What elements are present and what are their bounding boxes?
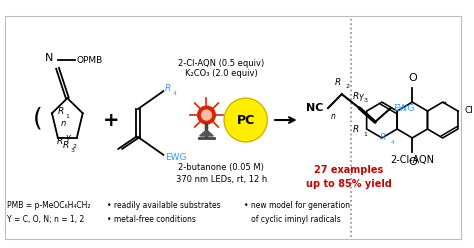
Text: O: O	[408, 73, 417, 83]
Text: • new model for generation: • new model for generation	[244, 201, 350, 210]
Text: EWG: EWG	[392, 104, 414, 113]
Text: 2-butanone (0.05 M): 2-butanone (0.05 M)	[178, 163, 264, 172]
Text: R: R	[164, 84, 171, 93]
Text: R: R	[380, 133, 386, 142]
Text: R: R	[58, 107, 64, 116]
Circle shape	[224, 98, 267, 142]
Text: n: n	[61, 120, 66, 128]
Text: 2-Cl-AQN: 2-Cl-AQN	[390, 155, 434, 165]
Text: R: R	[57, 137, 63, 146]
Text: OPMB: OPMB	[76, 56, 102, 65]
Text: PC: PC	[237, 114, 255, 126]
Text: 1: 1	[363, 132, 367, 137]
Text: 2: 2	[73, 144, 77, 149]
Text: EWG: EWG	[165, 153, 187, 162]
Text: Y = C, O, N; n = 1, 2: Y = C, O, N; n = 1, 2	[7, 215, 84, 224]
Text: K₂CO₃ (2.0 equiv): K₂CO₃ (2.0 equiv)	[185, 69, 257, 78]
Text: Y: Y	[359, 94, 364, 103]
Text: Cl: Cl	[464, 106, 473, 115]
Text: 1: 1	[66, 114, 70, 119]
Text: +: +	[103, 111, 119, 129]
Text: 3: 3	[363, 98, 367, 103]
Text: 3: 3	[71, 148, 74, 153]
Text: R: R	[352, 92, 358, 101]
Text: • metal-free conditions: • metal-free conditions	[107, 215, 195, 224]
Text: up to 85% yield: up to 85% yield	[306, 179, 392, 189]
Circle shape	[198, 106, 215, 124]
Text: NC: NC	[307, 103, 324, 113]
Polygon shape	[200, 130, 213, 136]
Text: PMB = p-MeOC₆H₄CH₂: PMB = p-MeOC₆H₄CH₂	[7, 201, 90, 210]
Text: R: R	[63, 141, 69, 150]
Text: • readily available substrates: • readily available substrates	[107, 201, 220, 210]
Text: of cyclic iminyl radicals: of cyclic iminyl radicals	[244, 215, 340, 224]
Text: 4: 4	[391, 140, 395, 145]
Text: 4: 4	[172, 91, 176, 96]
Text: 27 examples: 27 examples	[314, 165, 383, 175]
Text: n: n	[330, 112, 335, 121]
Text: O: O	[408, 157, 417, 167]
Text: 2: 2	[346, 84, 350, 89]
Circle shape	[201, 110, 211, 120]
Text: (: (	[33, 106, 43, 130]
Text: 370 nm LEDs, rt, 12 h: 370 nm LEDs, rt, 12 h	[175, 175, 267, 184]
Text: R: R	[335, 78, 341, 87]
Text: 2-Cl-AQN (0.5 equiv): 2-Cl-AQN (0.5 equiv)	[178, 59, 264, 68]
Text: N: N	[45, 53, 54, 63]
Text: R: R	[352, 125, 358, 134]
Text: Y: Y	[66, 135, 71, 144]
